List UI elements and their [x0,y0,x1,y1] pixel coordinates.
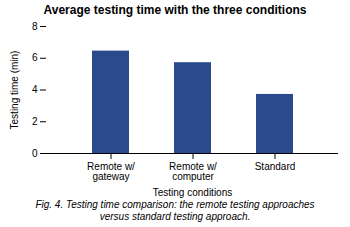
svg-text:Testing conditions: Testing conditions [153,187,233,198]
html-text:Fig. 4. Testing time compariso: Fig. 4. Testing time comparison: the rem… [35,199,315,222]
svg-text:Remote w/computer: Remote w/computer [169,161,217,182]
svg-text:4: 4 [32,84,38,95]
svg-text:Standard: Standard [255,161,296,172]
svg-text:2: 2 [32,116,38,127]
svg-text:Testing time (min): Testing time (min) [9,51,20,130]
svg-text:Remote w/gateway: Remote w/gateway [87,161,135,182]
svg-text:0: 0 [32,148,38,159]
html-text:Average testing time with the: Average testing time with the three cond… [43,3,307,17]
svg-text:8: 8 [32,21,38,32]
svg-text:6: 6 [32,52,38,63]
